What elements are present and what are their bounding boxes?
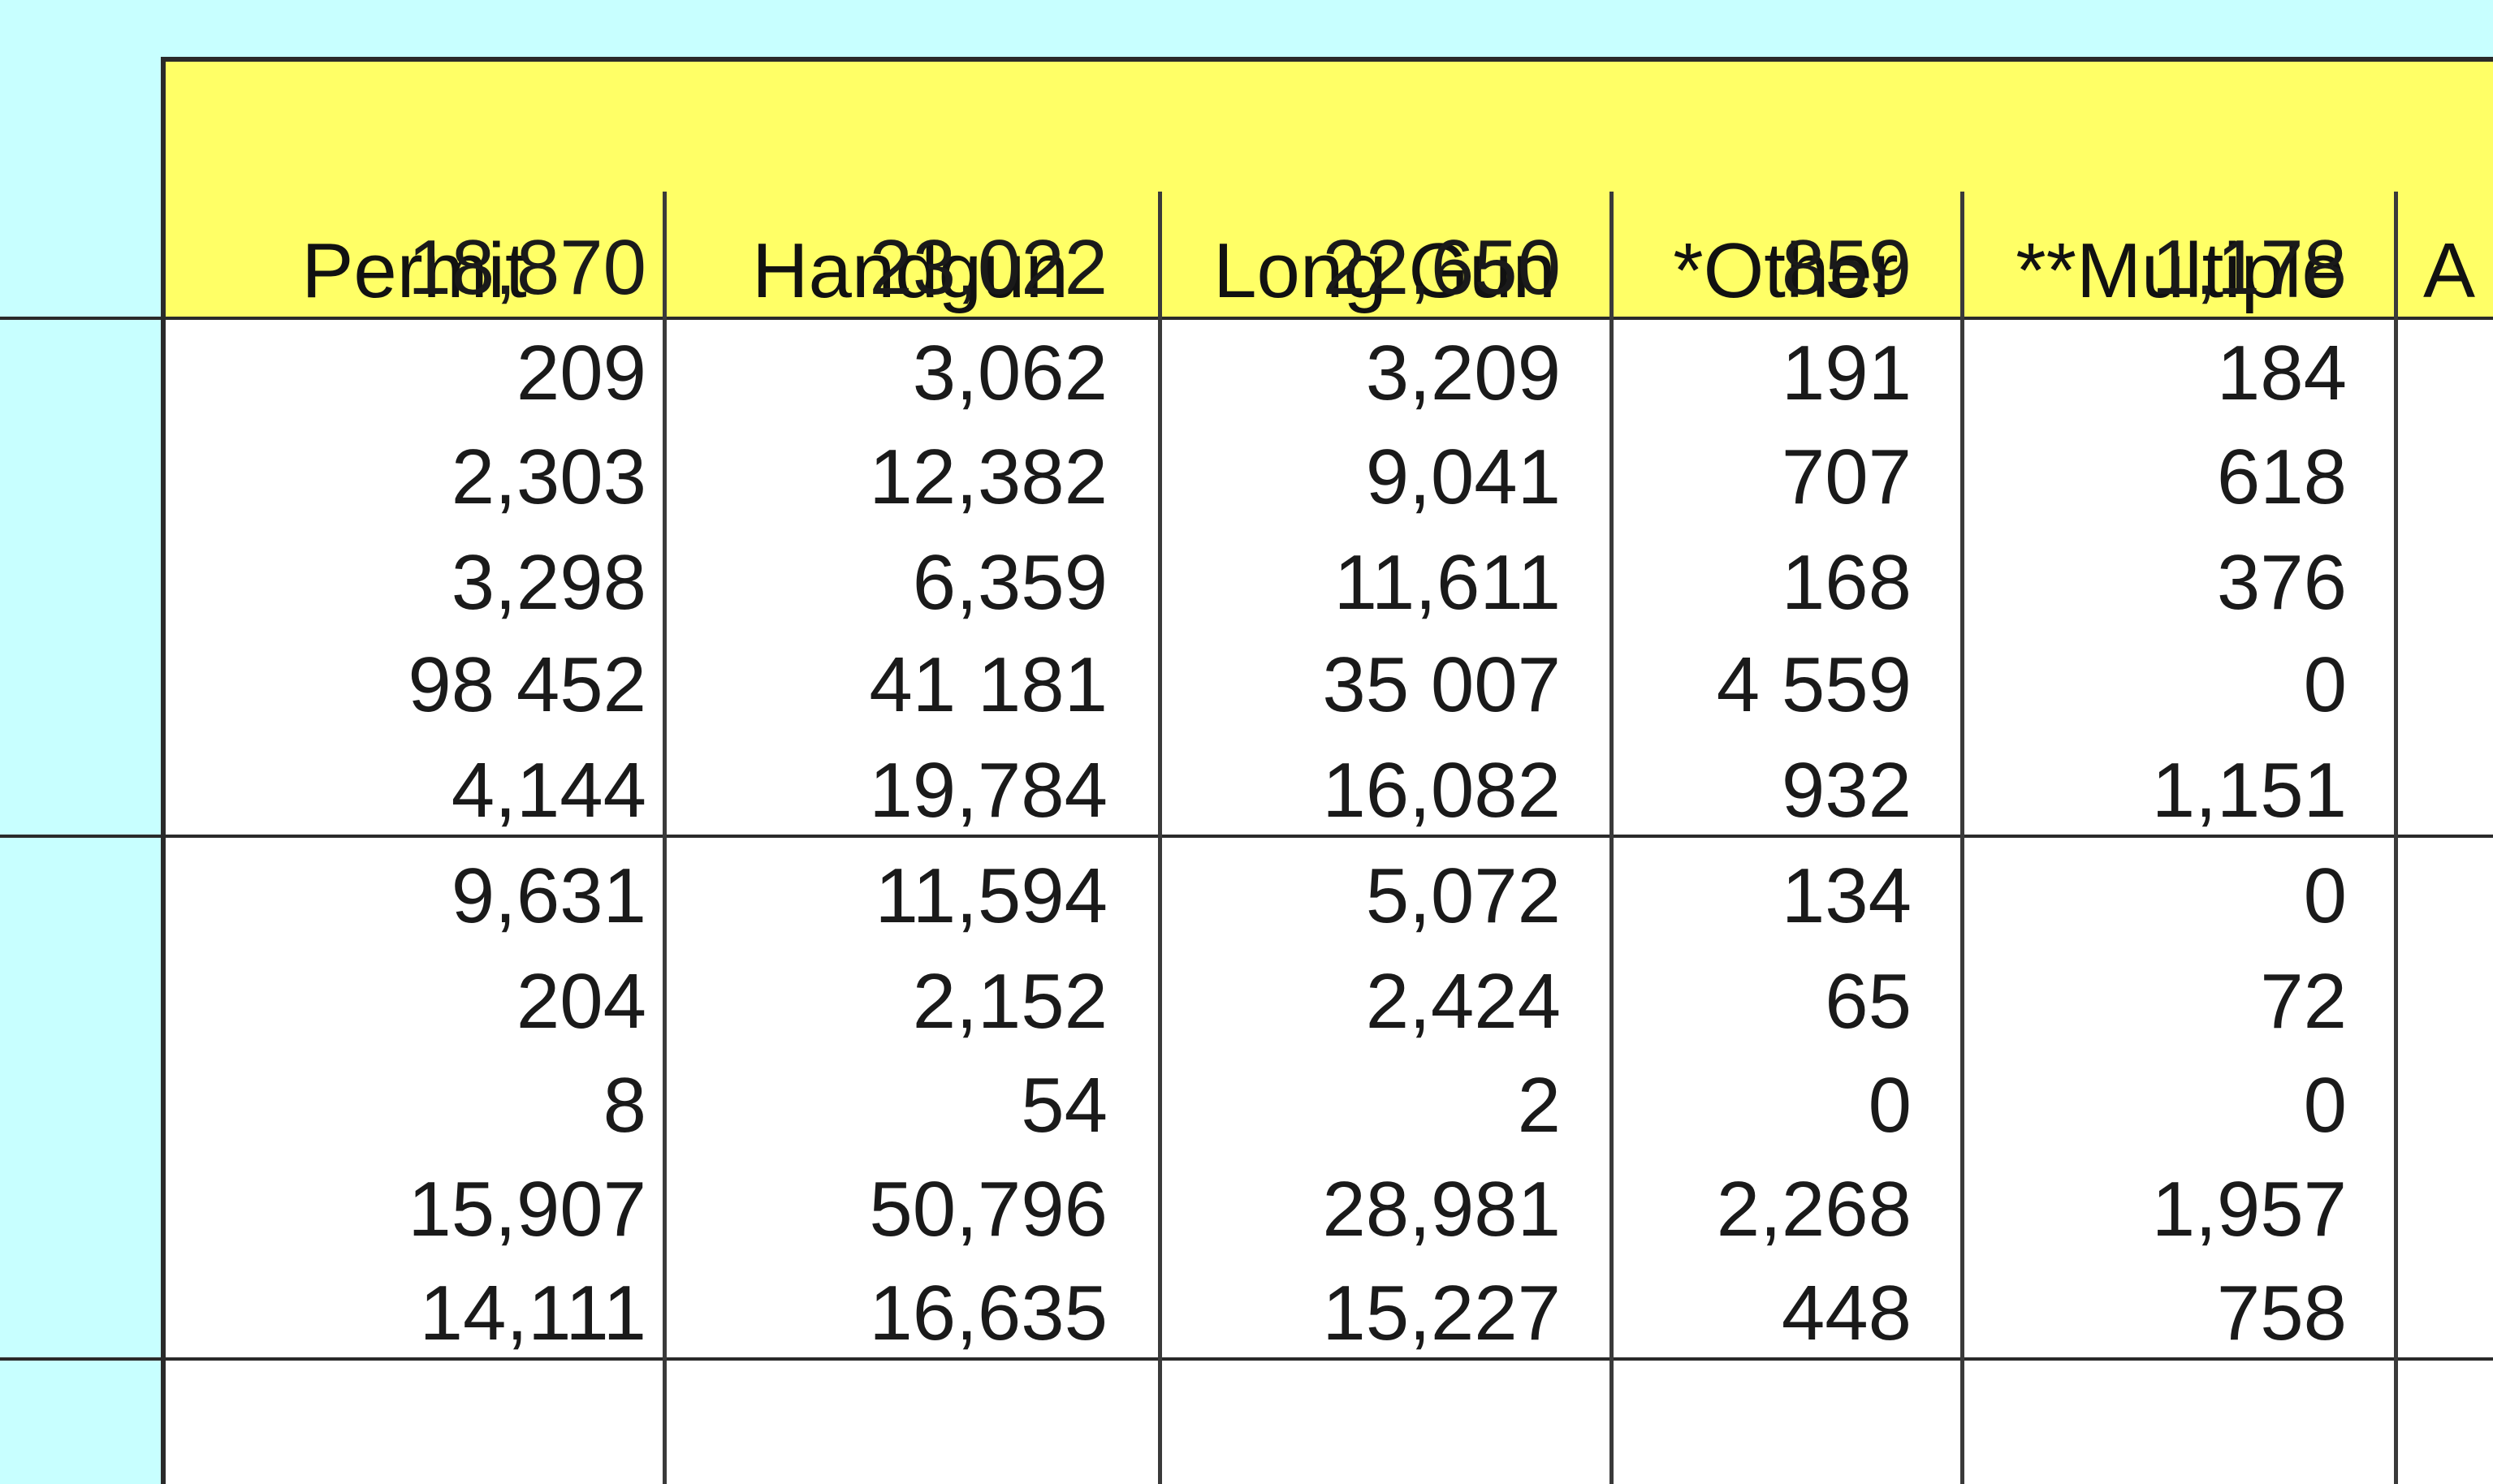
cell-multiple: 1,957 xyxy=(2151,1166,2347,1253)
cell-multiple: 758 xyxy=(2216,1270,2347,1357)
cell-permit: 204 xyxy=(516,958,646,1045)
cell-long-gun: 22,650 xyxy=(1322,224,1561,311)
cell-other: 191 xyxy=(1781,330,1912,416)
header-partial: A xyxy=(2423,227,2476,314)
cell-long-gun: 28,981 xyxy=(1322,1166,1561,1253)
column-divider xyxy=(663,192,667,1484)
cell-multiple: 376 xyxy=(2216,539,2347,626)
cell-multiple: 1,178 xyxy=(2151,224,2347,311)
cell-handgun: 41 181 xyxy=(869,641,1108,728)
cell-handgun: 50,796 xyxy=(869,1166,1108,1253)
cell-other: 134 xyxy=(1781,852,1912,939)
cell-long-gun: 9,041 xyxy=(1365,434,1561,520)
left-group-separator xyxy=(0,835,161,838)
cell-permit: 15,907 xyxy=(408,1166,646,1253)
cell-multiple: 0 xyxy=(2303,641,2347,728)
header-long-gun: Long Gun xyxy=(1213,227,1556,314)
header-separator xyxy=(166,317,2493,320)
cell-other: 168 xyxy=(1781,539,1912,626)
cell-permit: 8 xyxy=(603,1062,646,1149)
cell-long-gun: 35 007 xyxy=(1322,641,1561,728)
cell-multiple: 618 xyxy=(2216,434,2347,520)
cell-permit: 14,111 xyxy=(419,1270,646,1357)
column-divider xyxy=(2394,192,2398,1484)
cell-handgun: 3,062 xyxy=(912,330,1108,416)
cell-long-gun: 2,424 xyxy=(1365,958,1561,1045)
cell-long-gun: 16,082 xyxy=(1322,747,1561,834)
left-group-separator xyxy=(0,1357,161,1361)
cell-other: 448 xyxy=(1781,1270,1912,1357)
cell-other: 4 559 xyxy=(1716,641,1912,728)
cell-handgun: 2,152 xyxy=(912,958,1108,1045)
cell-permit: 2,303 xyxy=(451,434,646,520)
header-multiple: **Multiple xyxy=(2016,227,2345,314)
header-band xyxy=(166,62,2493,318)
cell-other: 2,268 xyxy=(1716,1166,1912,1253)
cell-other: 707 xyxy=(1781,434,1912,520)
header-handgun: Handgun xyxy=(752,227,1069,314)
group-separator xyxy=(166,835,2493,838)
cell-handgun: 16,635 xyxy=(869,1270,1108,1357)
cell-permit: 3,298 xyxy=(451,539,646,626)
cell-long-gun: 11,611 xyxy=(1333,539,1561,626)
cell-multiple: 0 xyxy=(2303,1062,2347,1149)
cell-long-gun: 15,227 xyxy=(1322,1270,1561,1357)
cell-long-gun: 3,209 xyxy=(1365,330,1561,416)
cell-multiple: 72 xyxy=(2260,958,2347,1045)
cell-handgun: 23,022 xyxy=(869,224,1108,311)
cell-permit: 9,631 xyxy=(451,852,646,939)
cell-permit: 4,144 xyxy=(451,747,646,834)
cell-long-gun: 2 xyxy=(1517,1062,1561,1149)
cell-handgun: 6,359 xyxy=(912,539,1108,626)
cell-permit: 98 452 xyxy=(408,641,646,728)
cell-other: 65 xyxy=(1825,958,1912,1045)
cell-handgun: 11,594 xyxy=(875,852,1108,939)
cell-multiple: 1,151 xyxy=(2151,747,2347,834)
cell-long-gun: 5,072 xyxy=(1365,852,1561,939)
column-divider xyxy=(1609,192,1614,1484)
cell-handgun: 54 xyxy=(1021,1062,1108,1149)
data-table: Permit Handgun Long Gun *Other **Multipl… xyxy=(161,57,2493,1484)
cell-permit: 209 xyxy=(516,330,646,416)
cell-multiple: 184 xyxy=(2216,330,2347,416)
left-group-separator xyxy=(0,317,161,320)
cell-other: 932 xyxy=(1781,747,1912,834)
column-divider xyxy=(1960,192,1964,1484)
cell-other: 0 xyxy=(1868,1062,1912,1149)
cell-handgun: 12,382 xyxy=(869,434,1108,520)
cell-other: 859 xyxy=(1781,224,1912,311)
cell-handgun: 19,784 xyxy=(869,747,1108,834)
header-permit: Permit xyxy=(301,227,527,314)
group-separator xyxy=(166,1357,2493,1361)
cell-multiple: 0 xyxy=(2303,852,2347,939)
column-divider xyxy=(1158,192,1162,1484)
header-other: *Other xyxy=(1673,227,1899,314)
cell-permit: 18,870 xyxy=(408,224,646,311)
